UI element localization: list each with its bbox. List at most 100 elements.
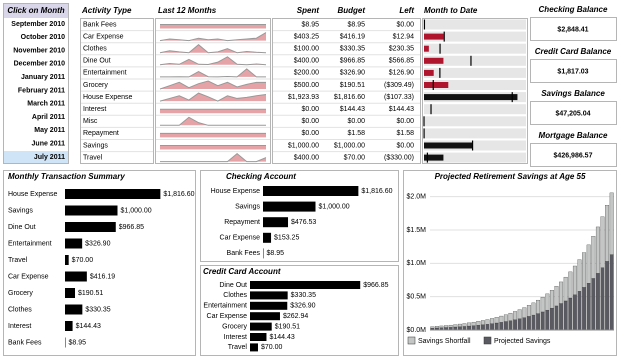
sparkline	[160, 56, 266, 65]
stacked-bar-segment	[582, 252, 587, 288]
category-label: Interest	[8, 323, 31, 330]
bar	[65, 189, 161, 199]
category-label: Car Expense	[220, 235, 261, 242]
sparkline	[160, 133, 266, 138]
bar	[65, 321, 73, 331]
stacked-bar-segment	[540, 311, 545, 331]
stacked-bar-segment	[434, 326, 439, 329]
month-option[interactable]: July 2011	[34, 154, 65, 161]
category-label: Dine Out	[219, 282, 247, 289]
y-tick-label: $0.5M	[407, 294, 427, 301]
chart-title: Month to Date	[424, 6, 478, 15]
stacked-bar-segment	[591, 236, 596, 279]
stacked-bar-segment	[526, 305, 531, 317]
bar	[65, 304, 83, 315]
value-label: $153.25	[274, 235, 299, 242]
sparkline	[159, 56, 267, 66]
stacked-bar-segment	[595, 273, 600, 331]
sparkline	[160, 24, 266, 29]
bar	[250, 343, 258, 352]
month-option[interactable]: January 2011	[21, 74, 65, 81]
month-option[interactable]: April 2011	[32, 114, 65, 121]
stacked-bar-segment	[559, 281, 564, 304]
value-label: $144.43	[269, 334, 294, 341]
category-label: Travel	[228, 344, 248, 351]
activity-name: Travel	[83, 154, 103, 161]
value-label: $1,816.60	[163, 191, 194, 198]
stacked-bar-segment	[540, 297, 545, 313]
stacked-bar-segment	[494, 317, 499, 324]
amount-cell: $0.00	[347, 118, 365, 125]
amount-cell: $400.00	[294, 58, 319, 65]
stacked-bar-segment	[485, 319, 490, 325]
bullet-bar	[424, 154, 444, 161]
stacked-bar-segment	[554, 286, 559, 307]
bar	[65, 238, 83, 249]
bullet-bar	[424, 57, 444, 64]
month-option[interactable]: February 2011	[18, 87, 65, 94]
budget-header: Budget	[337, 6, 365, 15]
value-label: $330.35	[85, 306, 110, 313]
category-label: Bank Fees	[227, 250, 261, 257]
month-picker-title: Click on Month	[7, 6, 64, 15]
month-option[interactable]: December 2010	[14, 61, 65, 68]
category-label: Repayment	[224, 219, 260, 226]
sparkline	[160, 109, 266, 114]
month-option[interactable]: November 2010	[13, 47, 65, 54]
month-option[interactable]: October 2010	[21, 34, 65, 41]
stacked-bar-segment	[600, 267, 605, 331]
balance-box	[530, 59, 617, 83]
bar	[250, 281, 361, 289]
month-option[interactable]: September 2010	[11, 21, 65, 28]
month-option[interactable]: June 2011	[32, 141, 66, 148]
stacked-bar-segment	[531, 314, 536, 331]
stacked-bar-segment	[563, 276, 568, 302]
amount-cell: $326.90	[340, 70, 365, 77]
stacked-bar-segment	[467, 322, 472, 327]
legend-swatch	[483, 336, 492, 345]
y-tick-label: $1.0M	[407, 260, 427, 267]
stacked-bar-segment	[490, 318, 495, 324]
stacked-bar-segment	[563, 300, 568, 331]
stacked-bar-segment	[476, 321, 481, 326]
stacked-bar-segment	[476, 325, 481, 331]
sparkline	[160, 68, 266, 78]
stacked-bar-segment	[536, 299, 541, 314]
bar	[263, 201, 316, 212]
bar	[65, 205, 118, 216]
stacked-bar-segment	[591, 278, 596, 331]
bullet-range	[424, 140, 526, 151]
activity-name: Bank Fees	[83, 21, 117, 28]
sparkline	[160, 44, 266, 53]
stacked-bar-segment	[577, 291, 582, 331]
sparkline	[159, 32, 267, 42]
month-option[interactable]: May 2011	[34, 127, 65, 134]
bullet-bar	[424, 142, 473, 149]
balance-box	[530, 17, 617, 41]
chart-title: Last 12 Months	[158, 6, 217, 15]
bullet-bar	[424, 94, 518, 101]
balance-title: Checking Balance	[539, 5, 608, 14]
bullet-range	[424, 67, 526, 78]
summary-panel	[3, 170, 196, 356]
category-label: Entertainment	[8, 240, 52, 247]
activity-name: Misc	[83, 118, 98, 125]
balance-value: $1,817.03	[557, 68, 588, 75]
activity-name: Grocery	[83, 82, 108, 89]
stacked-bar-segment	[595, 226, 600, 274]
stacked-bar-segment	[439, 325, 444, 328]
sparkline	[160, 32, 266, 41]
amount-cell: $403.25	[294, 33, 319, 40]
amount-cell: $8.95	[301, 21, 319, 28]
amount-cell: $0.00	[301, 130, 319, 137]
amount-cell: $1.58	[347, 130, 365, 137]
stacked-bar-segment	[513, 319, 518, 331]
month-option[interactable]: March 2011	[27, 101, 65, 108]
amount-cell: $1,923.93	[288, 94, 319, 101]
bullet-bar	[424, 45, 429, 52]
activity-header: Activity Type	[81, 6, 132, 15]
spent-header: Spent	[297, 6, 320, 15]
category-label: Savings	[235, 203, 260, 210]
stacked-bar-segment	[485, 324, 490, 331]
stacked-bar-segment	[577, 259, 582, 292]
